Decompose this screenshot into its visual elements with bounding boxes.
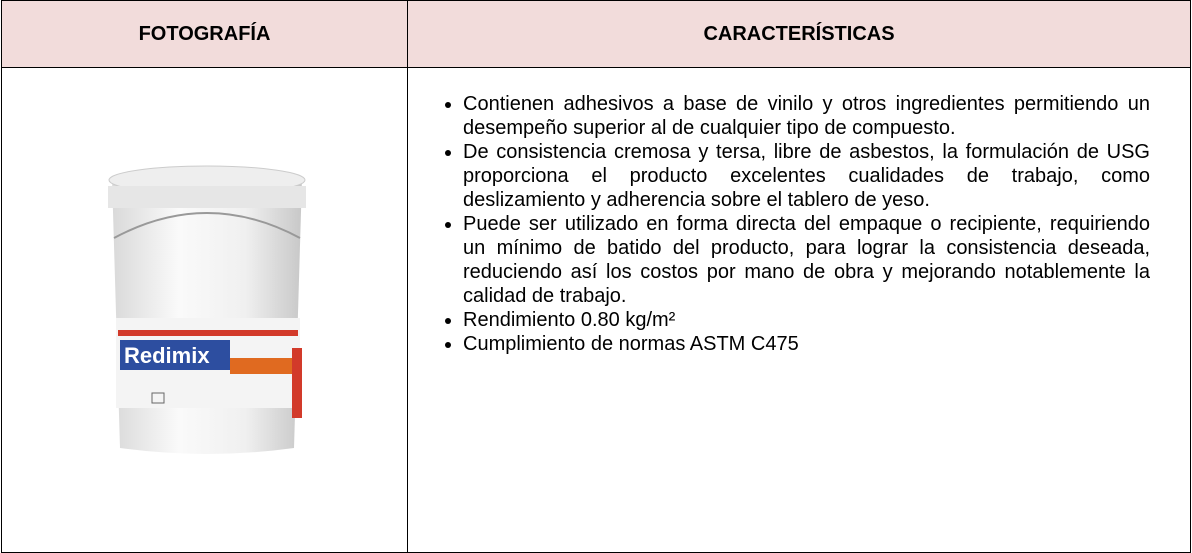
label-stripe <box>118 330 298 336</box>
header-cell: FOTOGRAFÍA <box>1 0 408 68</box>
header-row: FOTOGRAFÍA CARACTERÍSTICAS <box>1 0 1191 68</box>
side-stripe <box>292 348 302 418</box>
feature-item: De consistencia cremosa y tersa, libre d… <box>463 140 1150 212</box>
photo-cell: Redimix <box>1 67 408 553</box>
label-orange <box>230 358 294 374</box>
bucket-rim <box>108 186 306 208</box>
brand-text: Redimix <box>124 343 210 368</box>
label-blue <box>120 340 230 370</box>
feature-list: Contienen adhesivos a base de vinilo y o… <box>438 92 1150 356</box>
header-cell: CARACTERÍSTICAS <box>407 0 1191 68</box>
body-row: Redimix Contienen adhesivos a base de vi… <box>1 67 1191 553</box>
feature-item: Cumplimiento de normas ASTM C475 <box>463 332 1150 356</box>
features-cell: Contienen adhesivos a base de vinilo y o… <box>407 67 1191 553</box>
product-photo: Redimix <box>108 165 306 454</box>
feature-item: Puede ser utilizado en forma directa del… <box>463 212 1150 308</box>
label-icon <box>151 392 165 404</box>
feature-item: Contienen adhesivos a base de vinilo y o… <box>463 92 1150 140</box>
bucket-body <box>112 178 302 454</box>
bucket-handle <box>113 212 301 239</box>
feature-item: Rendimiento 0.80 kg/m² <box>463 308 1150 332</box>
